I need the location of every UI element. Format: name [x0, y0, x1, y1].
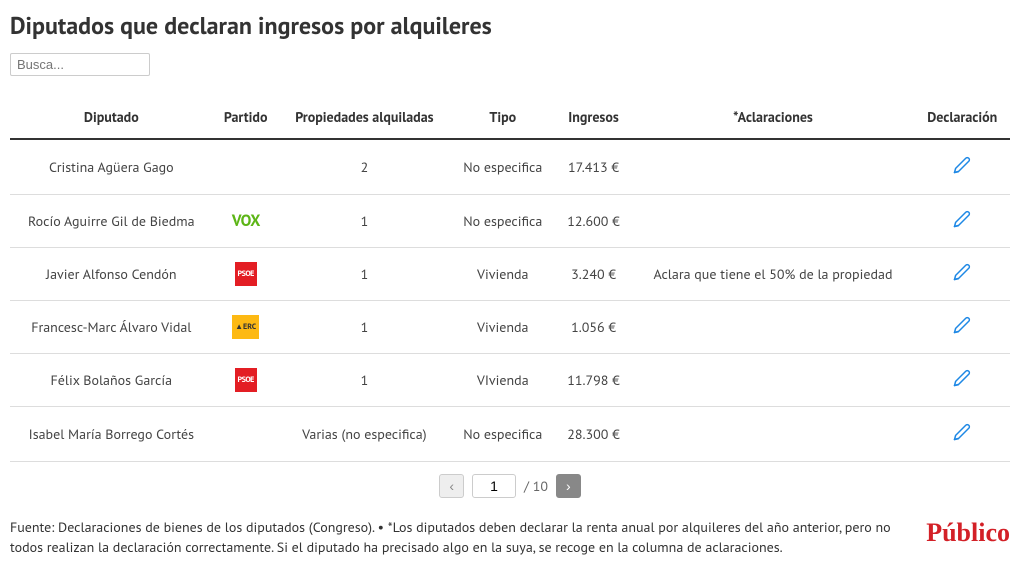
- page-current-input[interactable]: [472, 474, 516, 498]
- page-next-button[interactable]: ›: [556, 474, 581, 498]
- cell-aclaraciones: [632, 139, 915, 195]
- table-row: Rocío Aguirre Gil de Biedma VOX 1No especi…: [10, 195, 1010, 248]
- cell-tipo: No especifica: [450, 195, 556, 248]
- col-propiedades: Propiedades alquiladas: [279, 96, 450, 139]
- page-prev-button[interactable]: ‹: [439, 474, 464, 498]
- cell-declaracion: [914, 354, 1010, 407]
- deputies-table: Diputado Partido Propiedades alquiladas …: [10, 96, 1010, 462]
- cell-propiedades: 1: [279, 301, 450, 354]
- cell-aclaraciones: Aclara que tiene el 50% de la propiedad: [632, 248, 915, 301]
- footer-note: Fuente: Declaraciones de bienes de los d…: [10, 518, 906, 557]
- cell-diputado: Francesc-Marc Álvaro Vidal: [10, 301, 213, 354]
- cell-propiedades: Varias (no especifica): [279, 407, 450, 462]
- table-row: Cristina Agüera Gago 2No especifica17.413…: [10, 139, 1010, 195]
- cell-partido: PSOE: [213, 354, 279, 407]
- cell-ingresos: 28.300 €: [556, 407, 632, 462]
- col-aclaraciones: *Aclaraciones: [632, 96, 915, 139]
- cell-partido: PSOE: [213, 248, 279, 301]
- cell-declaracion: [914, 248, 1010, 301]
- cell-partido: VOX: [213, 195, 279, 248]
- declaration-icon[interactable]: [953, 373, 971, 391]
- col-declaracion: Declaración: [914, 96, 1010, 139]
- footer: Fuente: Declaraciones de bienes de los d…: [10, 518, 1010, 557]
- search-input[interactable]: [10, 53, 150, 76]
- cell-partido: [213, 139, 279, 195]
- cell-propiedades: 1: [279, 195, 450, 248]
- party-logo-erc: ▲ERC: [232, 315, 259, 339]
- table-header-row: Diputado Partido Propiedades alquiladas …: [10, 96, 1010, 139]
- cell-diputado: Rocío Aguirre Gil de Biedma: [10, 195, 213, 248]
- pagination: ‹ / 10 ›: [10, 474, 1010, 498]
- page-title: Diputados que declaran ingresos por alqu…: [10, 10, 1010, 41]
- cell-propiedades: 2: [279, 139, 450, 195]
- declaration-icon[interactable]: [953, 267, 971, 285]
- party-logo-psoe: PSOE: [235, 368, 257, 392]
- cell-partido: [213, 407, 279, 462]
- cell-propiedades: 1: [279, 248, 450, 301]
- cell-aclaraciones: [632, 407, 915, 462]
- cell-tipo: No especifica: [450, 407, 556, 462]
- cell-ingresos: 1.056 €: [556, 301, 632, 354]
- cell-diputado: Félix Bolaños García: [10, 354, 213, 407]
- party-logo-psoe: PSOE: [235, 262, 257, 286]
- cell-aclaraciones: [632, 195, 915, 248]
- cell-diputado: Cristina Agüera Gago: [10, 139, 213, 195]
- cell-declaracion: [914, 407, 1010, 462]
- cell-partido: ▲ERC: [213, 301, 279, 354]
- cell-declaracion: [914, 195, 1010, 248]
- cell-aclaraciones: [632, 354, 915, 407]
- party-logo-vox: VOX: [232, 209, 260, 233]
- declaration-icon[interactable]: [953, 160, 971, 178]
- cell-tipo: Vivienda: [450, 301, 556, 354]
- cell-diputado: Isabel María Borrego Cortés: [10, 407, 213, 462]
- declaration-icon[interactable]: [953, 214, 971, 232]
- table-row: Félix Bolaños García PSOE 1VIvienda11.798 …: [10, 354, 1010, 407]
- cell-declaracion: [914, 301, 1010, 354]
- cell-tipo: No especifica: [450, 139, 556, 195]
- table-row: Isabel María Borrego Cortés Varias (no es…: [10, 407, 1010, 462]
- cell-tipo: Vivienda: [450, 248, 556, 301]
- col-tipo: Tipo: [450, 96, 556, 139]
- cell-aclaraciones: [632, 301, 915, 354]
- col-partido: Partido: [213, 96, 279, 139]
- declaration-icon[interactable]: [953, 320, 971, 338]
- cell-ingresos: 17.413 €: [556, 139, 632, 195]
- col-diputado: Diputado: [10, 96, 213, 139]
- cell-propiedades: 1: [279, 354, 450, 407]
- brand-logo: Público: [926, 518, 1010, 548]
- table-row: Javier Alfonso Cendón PSOE 1Vivienda3.240 …: [10, 248, 1010, 301]
- col-ingresos: Ingresos: [556, 96, 632, 139]
- declaration-icon[interactable]: [953, 427, 971, 445]
- cell-declaracion: [914, 139, 1010, 195]
- page-total: / 10: [524, 477, 548, 495]
- cell-ingresos: 3.240 €: [556, 248, 632, 301]
- cell-diputado: Javier Alfonso Cendón: [10, 248, 213, 301]
- table-row: Francesc-Marc Álvaro Vidal ▲ERC 1Vivienda1…: [10, 301, 1010, 354]
- cell-tipo: VIvienda: [450, 354, 556, 407]
- cell-ingresos: 12.600 €: [556, 195, 632, 248]
- cell-ingresos: 11.798 €: [556, 354, 632, 407]
